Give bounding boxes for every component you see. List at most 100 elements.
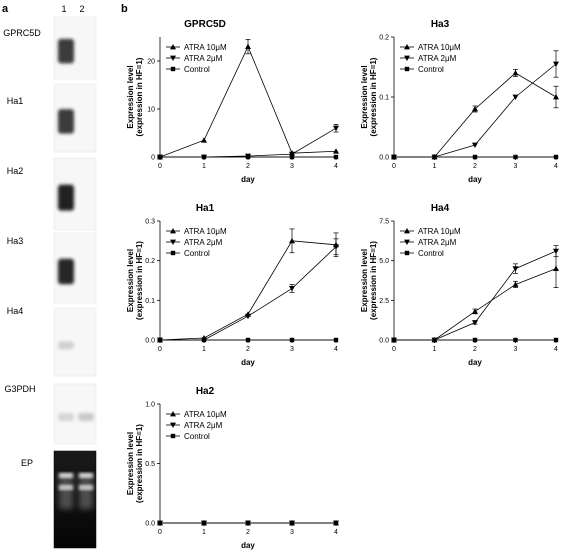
- x-tick-label-gprc5d-4: 4: [334, 163, 338, 170]
- data-point-ha4-1-4: [553, 249, 559, 254]
- data-point-ha1-0-3: [289, 238, 295, 243]
- legend-marker-ha2-2: [171, 434, 175, 438]
- x-tick-label-ha4-4: 4: [554, 346, 558, 353]
- x-tick-label-ha1-2: 2: [246, 346, 250, 353]
- y-tick-label-ha3-2: 0.2: [379, 35, 389, 42]
- x-axis-label-ha2: day: [241, 541, 255, 550]
- x-tick-label-ha2-0: 0: [158, 529, 162, 536]
- data-point-ha4-1-2: [472, 320, 478, 325]
- data-point-gprc5d-0-2: [245, 44, 251, 49]
- y-tick-label-ha3-0: 0.0: [379, 155, 389, 162]
- y-tick-label-ha4-3: 7.5: [379, 219, 389, 226]
- legend-label-gprc5d-1: ATRA 2μM: [184, 54, 223, 63]
- blot-label-gprc5d: GPRC5D: [3, 28, 41, 38]
- x-axis-label-ha1: day: [241, 358, 255, 367]
- legend-label-ha2-0: ATRA 10μM: [184, 410, 227, 419]
- y-tick-label-ha1-3: 0.3: [145, 219, 155, 226]
- legend-label-ha3-0: ATRA 10μM: [418, 43, 461, 52]
- series-ha1-2: [158, 338, 338, 342]
- data-point-gprc5d-2-2: [246, 155, 250, 159]
- legend-label-ha4-1: ATRA 2μM: [418, 238, 457, 247]
- chart-title-ha2: Ha2: [196, 386, 215, 397]
- x-tick-label-ha4-2: 2: [473, 346, 477, 353]
- data-point-ha2-2-1: [202, 521, 206, 525]
- data-point-gprc5d-2-1: [202, 155, 206, 159]
- x-tick-label-ha4-0: 0: [392, 346, 396, 353]
- x-tick-label-ha1-4: 4: [334, 346, 338, 353]
- legend-ha4: ATRA 10μMATRA 2μMControl: [400, 227, 461, 258]
- x-tick-label-ha1-0: 0: [158, 346, 162, 353]
- blot-band-gprc5d-lane-1: [58, 39, 74, 64]
- legend-label-ha1-0: ATRA 10μM: [184, 227, 227, 236]
- y-axis-label-ha3: Expression level: [360, 65, 369, 128]
- y-tick-label-gprc5d-1: 10: [147, 107, 155, 114]
- data-point-ha1-2-3: [290, 338, 294, 342]
- y-tick-label-ha2-1: 0.5: [145, 461, 155, 468]
- series-ha4-0: [391, 250, 559, 343]
- legend-ha2: ATRA 10μMATRA 2μMControl: [166, 410, 227, 441]
- x-axis-label-ha3: day: [468, 175, 482, 184]
- y-tick-label-ha3-1: 0.1: [379, 95, 389, 102]
- blot-band-ha1-lane-1: [58, 109, 74, 133]
- data-point-gprc5d-2-4: [334, 155, 338, 159]
- x-tick-label-ha1-1: 1: [202, 346, 206, 353]
- chart-ha4: Ha40.02.55.07.501234dayExpression level(…: [360, 203, 559, 367]
- x-tick-label-ha3-2: 2: [473, 163, 477, 170]
- ep-band-28s-lane-2: [79, 473, 93, 478]
- x-tick-label-ha2-3: 3: [290, 529, 294, 536]
- y-tick-label-ha1-2: 0.2: [145, 258, 155, 265]
- legend-marker-gprc5d-2: [171, 67, 175, 71]
- series-gprc5d-2: [158, 155, 338, 159]
- data-point-ha4-2-1: [432, 338, 436, 342]
- legend-gprc5d: ATRA 10μMATRA 2μMControl: [166, 43, 227, 74]
- data-point-ha4-2-3: [513, 338, 517, 342]
- series-ha4-1: [391, 246, 559, 343]
- northern-blot-panel: GPRC5DHa1Ha2Ha3Ha4G3PDHEP: [3, 17, 96, 548]
- ep-smear-lane-2: [79, 475, 93, 509]
- x-tick-label-gprc5d-2: 2: [246, 163, 250, 170]
- data-point-ha3-0-3: [513, 70, 519, 75]
- blot-band-ha4-lane-1: [58, 341, 74, 349]
- lane-label-1: 1: [61, 4, 66, 14]
- x-tick-label-ha3-0: 0: [392, 163, 396, 170]
- series-line-ha1-1: [160, 247, 336, 340]
- ep-band-18s-lane-1: [59, 485, 73, 490]
- data-point-ha4-2-0: [392, 338, 396, 342]
- y-tick-label-ha2-2: 1.0: [145, 402, 155, 409]
- ep-smear-lane-1: [59, 475, 73, 509]
- data-point-ha3-2-1: [432, 155, 436, 159]
- x-tick-label-ha4-1: 1: [433, 346, 437, 353]
- data-point-ha3-2-4: [554, 155, 558, 159]
- data-point-ha3-2-0: [392, 155, 396, 159]
- blot-band-g3pdh-lane-2: [78, 413, 94, 421]
- x-axis-label-gprc5d: day: [241, 175, 255, 184]
- data-point-ha1-1-3: [289, 286, 295, 291]
- y-tick-label-ha4-0: 0.0: [379, 338, 389, 345]
- data-point-ha2-2-2: [246, 521, 250, 525]
- legend-ha1: ATRA 10μMATRA 2μMControl: [166, 227, 227, 258]
- chart-ha1: Ha10.00.10.20.301234dayExpression level(…: [126, 203, 339, 367]
- x-tick-label-gprc5d-0: 0: [158, 163, 162, 170]
- blot-label-ha3: Ha3: [7, 236, 24, 246]
- series-ha2-2: [158, 521, 338, 525]
- legend-marker-ha3-2: [405, 67, 409, 71]
- x-tick-label-ha3-4: 4: [554, 163, 558, 170]
- x-tick-label-ha4-3: 3: [514, 346, 518, 353]
- data-point-gprc5d-1-4: [333, 126, 339, 131]
- x-axis-label-ha4: day: [468, 358, 482, 367]
- blot-label-ha4: Ha4: [7, 306, 24, 316]
- y-axis-sublabel-ha4: (expression in HF=1): [369, 241, 378, 320]
- data-point-ha4-2-4: [554, 338, 558, 342]
- series-ha3-2: [392, 155, 558, 159]
- series-ha4-2: [392, 338, 558, 342]
- legend-label-ha3-1: ATRA 2μM: [418, 54, 457, 63]
- data-point-ha2-2-3: [290, 521, 294, 525]
- y-axis-label-gprc5d: Expression level: [126, 65, 135, 128]
- x-tick-label-ha2-4: 4: [334, 529, 338, 536]
- blot-band-ha3-lane-1: [58, 259, 74, 285]
- lane-label-2: 2: [79, 4, 84, 14]
- blot-label-ha2: Ha2: [7, 166, 24, 176]
- legend-label-ha2-1: ATRA 2μM: [184, 421, 223, 430]
- y-axis-label-ha1: Expression level: [126, 249, 135, 312]
